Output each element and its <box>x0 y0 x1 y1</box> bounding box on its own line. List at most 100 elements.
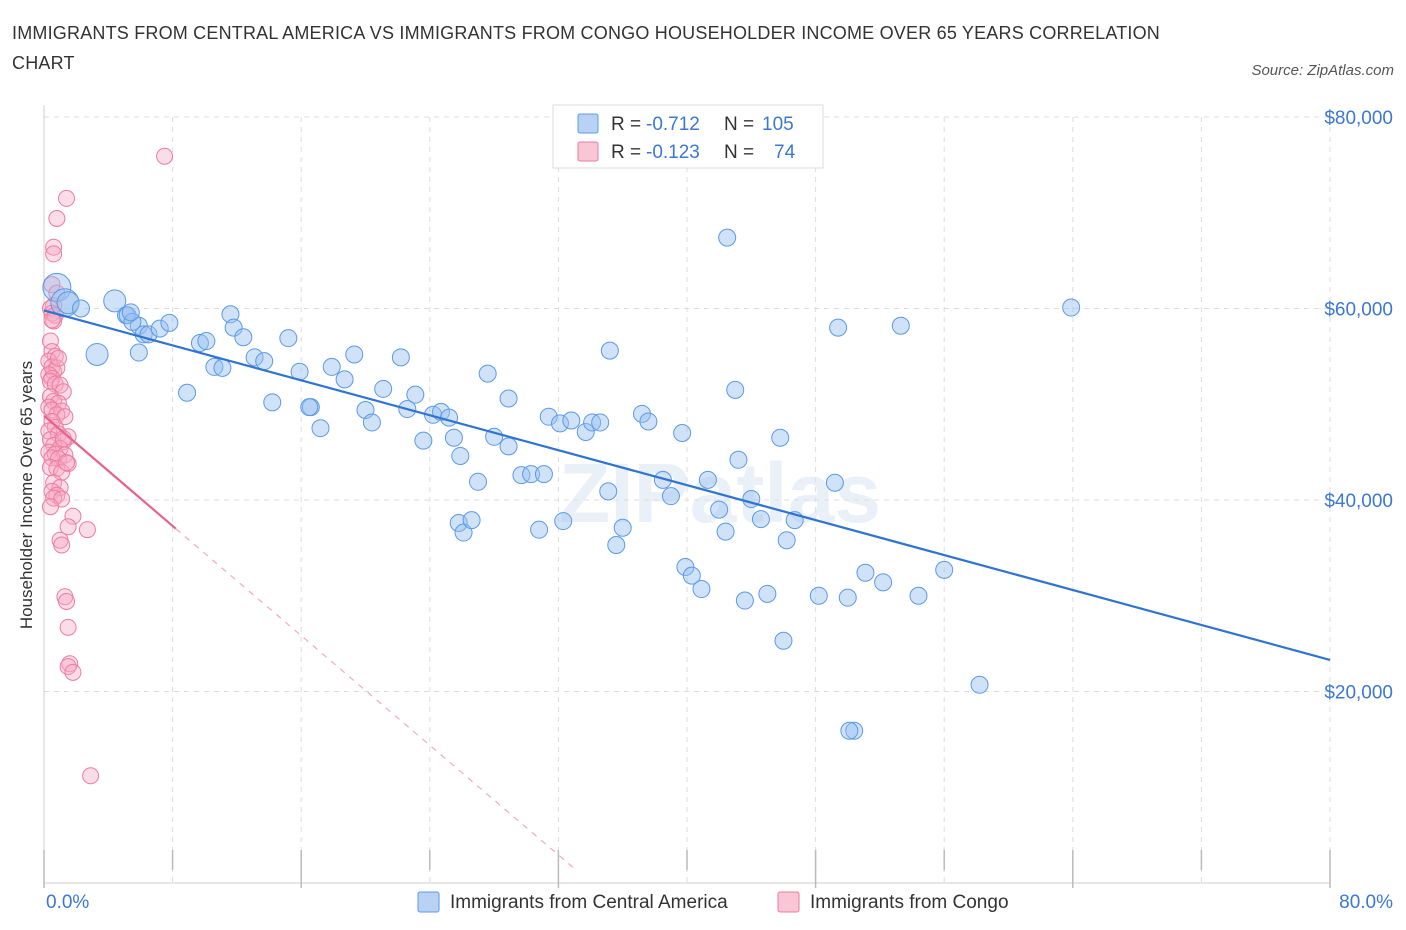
congo-point <box>59 618 77 636</box>
central-america-point <box>673 423 692 442</box>
central-america-point <box>224 318 243 337</box>
central-america-point <box>178 383 197 402</box>
central-america-point <box>345 345 364 364</box>
central-america-point <box>726 380 745 399</box>
congo-point <box>43 276 61 294</box>
congo-point <box>59 658 77 676</box>
central-america-point <box>891 316 910 335</box>
central-america-point <box>499 437 518 456</box>
y-axis-label: Householder Income Over 65 years <box>17 361 36 629</box>
congo-point <box>59 518 77 536</box>
legend-swatch-pink <box>577 141 599 162</box>
bottom-legend-label: Immigrants from Central America <box>450 892 728 913</box>
central-america-point <box>478 364 497 383</box>
congo-point <box>45 245 63 263</box>
central-america-point <box>1062 298 1081 317</box>
central-america-point <box>71 299 90 318</box>
central-america-point <box>599 482 618 501</box>
central-america-point <box>530 520 549 539</box>
legend-r-value: -0.712 <box>646 114 700 135</box>
central-america-point <box>123 312 142 331</box>
central-america-point <box>874 573 893 592</box>
congo-point <box>45 238 63 256</box>
central-america-point <box>129 343 148 362</box>
central-america-point <box>909 586 928 605</box>
bottom-legend-swatch-pink <box>777 891 800 913</box>
congo-point <box>156 147 174 165</box>
legend-n-label: N = <box>724 114 754 135</box>
congo-point <box>78 521 96 539</box>
central-america-point <box>534 465 553 484</box>
congo-point <box>56 408 74 426</box>
central-america-point <box>469 472 488 491</box>
central-america-point <box>221 305 240 324</box>
central-america-point <box>698 470 717 489</box>
central-america-point <box>213 358 232 377</box>
central-america-point <box>661 487 680 506</box>
trend-lines <box>43 309 1331 870</box>
central-america-point <box>613 518 632 537</box>
congo-point <box>48 209 66 227</box>
central-america-point <box>692 580 711 599</box>
legend-n-value: 74 <box>774 142 796 163</box>
central-america-point <box>512 466 531 485</box>
congo-point <box>41 372 59 390</box>
central-america-point <box>197 332 216 351</box>
central-america-point <box>391 348 410 367</box>
central-america-point <box>499 389 518 408</box>
central-america-point <box>718 228 737 247</box>
central-america-point <box>279 329 298 348</box>
central-america-point <box>322 357 341 376</box>
congo-point <box>64 663 82 681</box>
congo-point <box>41 498 59 516</box>
congo-point <box>53 536 71 554</box>
central-america-point <box>406 385 425 404</box>
central-america-point <box>607 536 626 555</box>
y-tick-label: $40,000 <box>1324 491 1393 512</box>
congo-point <box>41 332 59 350</box>
central-america-point <box>840 721 859 740</box>
central-america-point <box>771 428 790 447</box>
central-america-point <box>335 370 354 389</box>
central-america-point <box>300 398 319 417</box>
central-america-point <box>554 512 573 531</box>
legend-r-label: R = <box>611 142 641 163</box>
congo-point <box>58 189 76 207</box>
central-america-point <box>234 328 253 347</box>
bottom-legend-swatch-blue <box>417 891 440 913</box>
congo-point <box>49 349 67 367</box>
congo-point <box>43 343 61 361</box>
central-america-point <box>440 408 459 427</box>
central-america-point <box>809 586 828 605</box>
y-tick-label: $80,000 <box>1324 108 1393 129</box>
central-america-points <box>42 228 1081 740</box>
congo-point <box>64 507 82 525</box>
legend-r-value: -0.123 <box>646 142 700 163</box>
central-america-point <box>591 413 610 432</box>
central-america-point <box>462 511 481 530</box>
source-label: Source: ZipAtlas.com <box>1251 62 1394 79</box>
central-america-point <box>414 431 433 450</box>
central-america-point <box>825 473 844 492</box>
central-america-point <box>562 411 581 430</box>
x-tick-labels: 0.0% 80.0% <box>46 892 1393 913</box>
congo-point <box>82 767 100 785</box>
central-america-point <box>539 407 558 426</box>
central-america-point <box>845 721 864 740</box>
central-america-point <box>551 414 570 433</box>
legend-n-value: 105 <box>762 114 794 135</box>
central-america-point <box>103 289 127 313</box>
central-america-point <box>639 412 658 431</box>
chart-title: IMMIGRANTS FROM CENTRAL AMERICA VS IMMIG… <box>12 23 1161 73</box>
congo-point <box>58 592 76 610</box>
central-america-point <box>751 510 770 529</box>
central-america-point <box>935 560 954 579</box>
bottom-legend-label: Immigrants from Congo <box>810 892 1009 913</box>
y-tick-label: $20,000 <box>1324 683 1393 704</box>
central-america-point <box>632 404 651 423</box>
central-america-point <box>311 419 330 438</box>
central-america-point <box>85 342 109 366</box>
central-america-point <box>970 675 989 694</box>
central-america-point <box>451 446 470 465</box>
